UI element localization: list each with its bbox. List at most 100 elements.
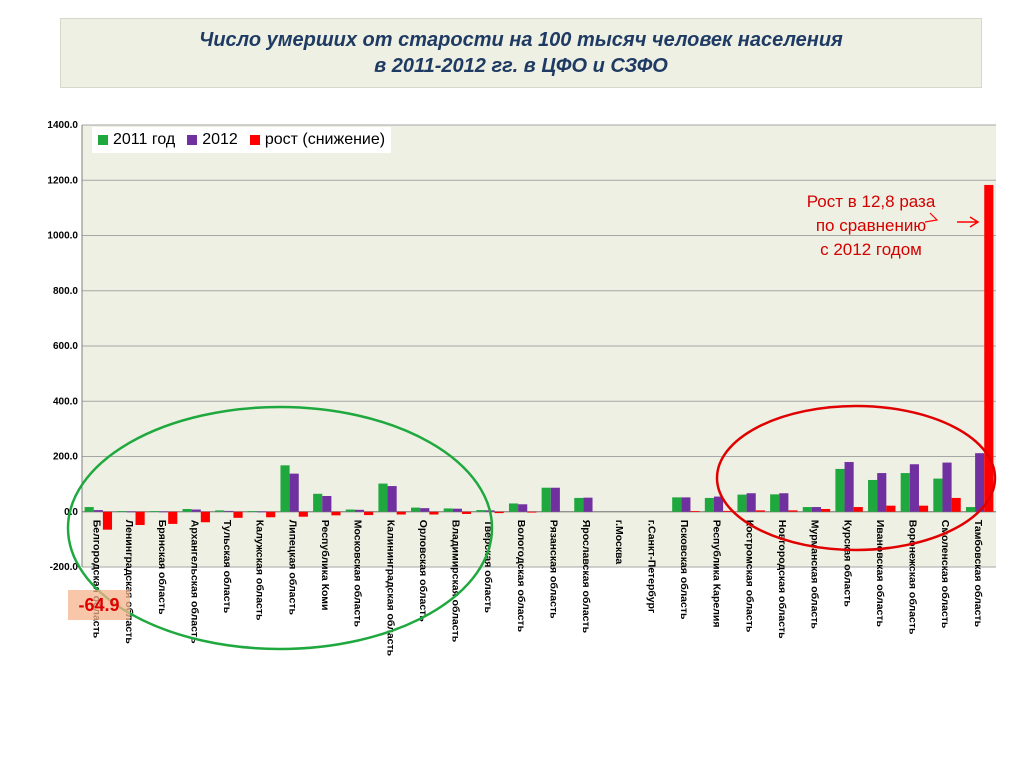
legend-swatch-growth: [249, 135, 260, 145]
bar-2012: [942, 462, 952, 512]
legend-swatch-2012: [187, 135, 198, 145]
bar-growth: [951, 497, 961, 512]
bar-growth: [853, 507, 863, 512]
bar-2012: [224, 510, 234, 512]
bar-growth: [396, 511, 406, 515]
x-category-label: Псковская область: [678, 520, 690, 620]
chart-title-line-2: в 2011-2012 гг. в ЦФО и СЗФО: [374, 55, 668, 77]
bar-2012: [713, 496, 724, 512]
bar-2011: [443, 508, 453, 512]
negative-value-label: -64.9: [68, 590, 130, 620]
x-category-label: Тамбовская область: [972, 520, 984, 628]
y-tick-label: 1200.0: [47, 175, 78, 186]
bar-2011: [149, 511, 160, 512]
legend-item-2011: 2011 год: [98, 131, 175, 149]
y-tick-label: 400.0: [53, 396, 78, 407]
x-category-label: Тульская область: [221, 520, 233, 614]
bar-2011: [672, 497, 682, 512]
x-category-label: Архангельская область: [189, 520, 201, 644]
bar-2011: [541, 487, 551, 512]
bar-2011: [280, 465, 290, 512]
bar-2012: [877, 473, 887, 512]
chart-title-line-1: Число умерших от старости на 100 тысяч ч…: [199, 29, 843, 51]
legend-item-2012: 2012: [187, 131, 238, 149]
x-category-label: Республика Карелия: [711, 520, 723, 628]
bar-2012: [191, 509, 201, 512]
bar-2012: [159, 511, 169, 513]
x-category-label: Брянская область: [156, 520, 168, 615]
bar-2011: [215, 510, 225, 512]
x-category-label: Белгородская область: [91, 520, 103, 639]
x-category-label: Владимирская область: [450, 520, 462, 643]
x-category-label: Калининградская область: [384, 520, 396, 657]
bar-growth: [755, 510, 765, 512]
bar-2011: [737, 494, 747, 512]
legend-swatch-2011: [98, 135, 108, 145]
growth-annotation-line-3: с 2012 годом: [820, 240, 922, 259]
x-category-label: Рязанская область: [548, 520, 560, 619]
bar-2012: [126, 511, 136, 513]
y-tick-label: 600.0: [53, 341, 78, 352]
bar-growth: [984, 184, 994, 512]
overlay-layer: [66, 212, 997, 651]
bar-growth: [918, 505, 929, 512]
bar-growth: [723, 510, 733, 512]
highlight-circle-left: [66, 405, 494, 651]
bar-2011: [900, 473, 910, 512]
x-category-label: Ленинградская область: [123, 520, 135, 645]
bar-growth: [821, 508, 831, 512]
bar-2012: [844, 462, 854, 512]
arrow-icon: [957, 216, 980, 228]
bar-2011: [868, 479, 878, 512]
highlight-circle-right: [715, 404, 997, 552]
y-tick-label: 1000.0: [47, 231, 78, 242]
legend-label-2011: 2011 год: [113, 131, 176, 148]
bar-2012: [289, 473, 299, 512]
bar-2011: [508, 503, 519, 512]
bar-2012: [746, 493, 756, 512]
y-tick-label: 1400.0: [47, 120, 78, 131]
legend-label-growth: рост (снижение): [264, 131, 386, 148]
x-category-label: Смоленская область: [939, 520, 951, 629]
x-category-label: Воронежская область: [907, 520, 919, 635]
x-category-label: Ярославская область: [580, 520, 592, 634]
x-category-label: Липецкая область: [286, 520, 298, 616]
x-category-label: Ивановская область: [874, 520, 886, 628]
bar-2011: [117, 511, 127, 512]
bar-2011: [182, 508, 192, 512]
bar-2011: [84, 507, 94, 512]
bar-2012: [518, 504, 528, 512]
bar-growth: [788, 510, 798, 512]
x-category-label: Вологодская область: [515, 520, 527, 633]
bar-2012: [354, 509, 365, 512]
bar-2012: [811, 507, 822, 512]
growth-annotation: Рост в 12,8 раза по сравнению с 2012 год…: [782, 190, 960, 262]
bar-2012: [583, 497, 593, 512]
bar-2012: [420, 508, 430, 512]
bar-2012: [93, 510, 103, 512]
legend-item-growth: рост (снижение): [249, 131, 386, 149]
bar-2011: [476, 510, 486, 512]
x-category-label: Калужская область: [254, 520, 266, 621]
bar-2012: [779, 493, 789, 512]
bar-2011: [247, 511, 257, 512]
x-category-labels: Белгородская область Ленинградская област…: [91, 520, 984, 657]
bar-2011: [411, 507, 421, 512]
bar-growth: [168, 511, 178, 524]
x-category-label: г.Москва: [613, 520, 625, 565]
bar-growth: [200, 511, 210, 523]
bar-2012: [681, 497, 691, 512]
bar-growth: [135, 511, 145, 526]
y-tick-label: 800.0: [53, 286, 78, 297]
bar-2011: [965, 507, 976, 512]
bar-2012: [909, 464, 919, 512]
bar-growth: [266, 511, 276, 518]
x-category-label: Курская область: [841, 520, 853, 608]
arrow-tick-icon: [924, 212, 939, 223]
x-category-label: Московская область: [352, 520, 364, 628]
bar-2012: [452, 508, 462, 512]
x-category-label: Мурманская область: [809, 520, 821, 630]
bars-layer: [84, 184, 994, 530]
bar-2011: [704, 497, 714, 512]
